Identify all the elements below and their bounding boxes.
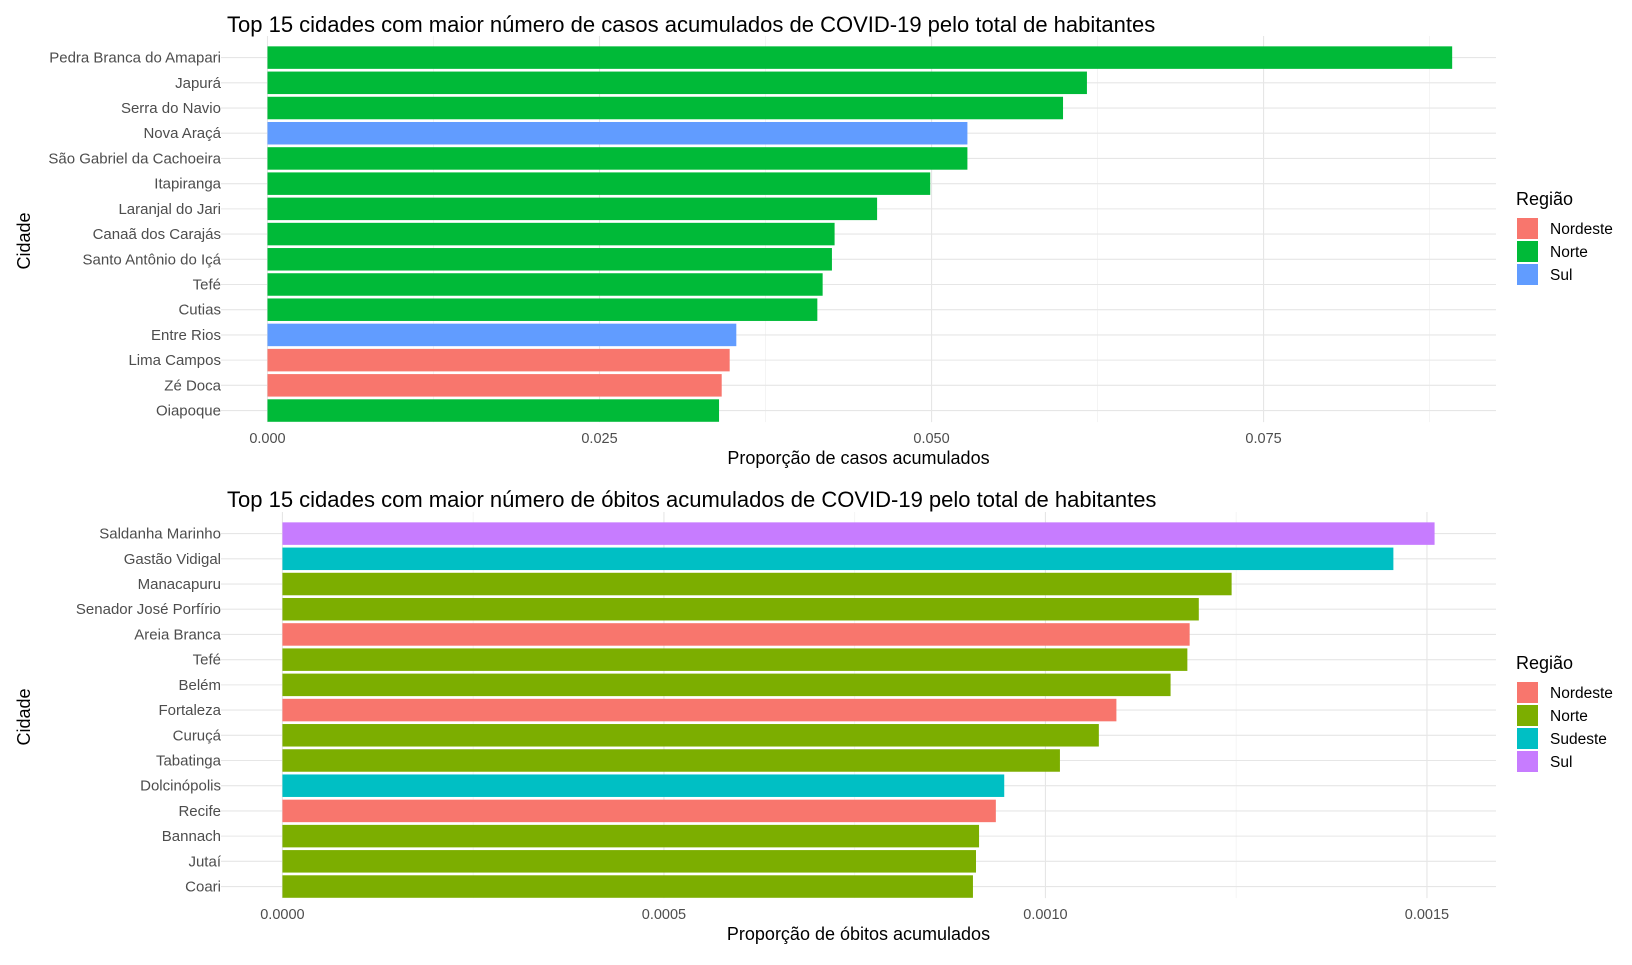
chart1-xtick-label: 0.000	[249, 431, 285, 447]
chart1-category-label: Laranjal do Jari	[118, 201, 221, 218]
chart2-bar	[282, 799, 996, 823]
chart1-category-label: Canaã dos Carajás	[93, 226, 221, 243]
chart2-category-label: Coari	[185, 879, 221, 896]
chart2-bar	[282, 597, 1199, 621]
chart1-category-label: Itapiranga	[154, 176, 221, 193]
chart1-category-label: Nova Araçá	[143, 125, 221, 142]
chart1-legend-swatch	[1517, 241, 1538, 262]
chart1-bar	[267, 197, 878, 221]
chart1-legend-swatch	[1517, 264, 1538, 285]
chart1-category-label: Santo Antônio do Içá	[83, 251, 222, 268]
chart2-category-label: Dolcinópolis	[140, 778, 221, 795]
chart2-bar	[282, 774, 1005, 797]
chart1-xtick-label: 0.075	[1245, 431, 1281, 447]
chart2-legend-label: Sul	[1550, 754, 1572, 771]
chart1-title: Top 15 cidades com maior número de casos…	[227, 12, 1155, 37]
chart2-category-label: Tefé	[193, 652, 221, 669]
chart1-category-label: Entre Rios	[151, 327, 221, 344]
chart1-x-axis-label: Proporção de casos acumulados	[727, 448, 989, 468]
chart2-xtick-label: 0.0015	[1405, 907, 1449, 923]
chart2-bar	[282, 522, 1435, 545]
chart2-legend-label: Norte	[1550, 708, 1588, 725]
chart2-legend-label: Sudeste	[1550, 731, 1607, 748]
chart2-bar	[282, 572, 1232, 596]
chart2-legend-swatch	[1517, 705, 1538, 726]
chart2-category-label: Jutaí	[188, 853, 221, 870]
chart2-legend-swatch	[1517, 682, 1538, 703]
chart1-legend-label: Norte	[1550, 244, 1588, 261]
chart2-bar	[282, 673, 1171, 697]
chart2-category-label: Senador José Porfírio	[76, 601, 221, 618]
chart2-category-label: Tabatinga	[156, 752, 222, 769]
chart1-xtick-label: 0.050	[913, 431, 949, 447]
chart1-category-label: Zé Doca	[164, 377, 221, 394]
chart1-bar	[267, 273, 823, 296]
chart2-category-label: Manacapuru	[138, 576, 221, 593]
chart1-category-label: Cutias	[178, 302, 221, 319]
chart1-bar	[267, 147, 968, 170]
chart1-category-label: Japurá	[175, 75, 222, 92]
chart1-bar	[267, 96, 1064, 120]
chart1-legend-label: Nordeste	[1550, 221, 1613, 238]
chart1-category-label: Tefé	[193, 276, 221, 293]
chart2-xtick-label: 0.0005	[642, 907, 686, 923]
chart2-category-label: Recife	[178, 803, 221, 820]
chart2-category-label: Curuçá	[173, 727, 222, 744]
chart1-y-axis-label: Cidade	[14, 212, 34, 269]
chart1-bar	[267, 46, 1453, 69]
chart1-bar	[267, 298, 818, 321]
chart1-legend-swatch	[1517, 218, 1538, 239]
chart2-x-axis-label: Proporção de óbitos acumulados	[727, 924, 990, 944]
chart1-bar	[267, 374, 722, 397]
chart2-legend-swatch	[1517, 751, 1538, 772]
chart2-bar	[282, 698, 1117, 722]
chart1-bar	[267, 323, 737, 347]
chart2-bar	[282, 875, 973, 898]
chart2-bar	[282, 749, 1060, 772]
chart2-category-label: Saldanha Marinho	[99, 526, 221, 543]
chart1-bar	[267, 348, 730, 372]
chart1-bar	[267, 71, 1087, 95]
chart1-bar	[267, 121, 968, 145]
chart2-category-label: Belém	[178, 677, 221, 694]
chart1-legend-title: Região	[1516, 189, 1573, 209]
chart2-xtick-label: 0.0010	[1023, 907, 1067, 923]
chart1-xtick-label: 0.025	[581, 431, 617, 447]
chart1-bar	[267, 248, 832, 271]
chart2-bar	[282, 623, 1190, 646]
chart2-bar	[282, 724, 1099, 747]
chart2-category-label: Gastão Vidigal	[124, 551, 221, 568]
chart2-category-label: Bannach	[162, 828, 221, 845]
chart1-bar	[267, 172, 931, 195]
chart1-category-label: Serra do Navio	[121, 100, 221, 117]
chart1-bar	[267, 222, 835, 246]
chart2-bar	[282, 850, 977, 873]
chart2-category-label: Areia Branca	[134, 626, 221, 643]
chart2-legend-label: Nordeste	[1550, 685, 1613, 702]
chart2-xtick-label: 0.0000	[260, 907, 304, 923]
chart2-legend-title: Região	[1516, 653, 1573, 673]
chart1-bar	[267, 399, 720, 422]
chart1-category-label: São Gabriel da Cachoeira	[48, 150, 221, 167]
chart1-category-label: Oiapoque	[156, 403, 221, 420]
chart2-bar	[282, 648, 1188, 671]
chart1-legend-label: Sul	[1550, 267, 1572, 284]
chart2-y-axis-label: Cidade	[14, 688, 34, 745]
chart2-bar	[282, 547, 1394, 571]
chart2-category-label: Fortaleza	[158, 702, 221, 719]
chart2-title: Top 15 cidades com maior número de óbito…	[227, 487, 1156, 512]
chart2-bar	[282, 824, 980, 848]
chart1-category-label: Pedra Branca do Amapari	[49, 50, 221, 67]
chart2-legend-swatch	[1517, 728, 1538, 749]
chart1-category-label: Lima Campos	[128, 352, 221, 369]
